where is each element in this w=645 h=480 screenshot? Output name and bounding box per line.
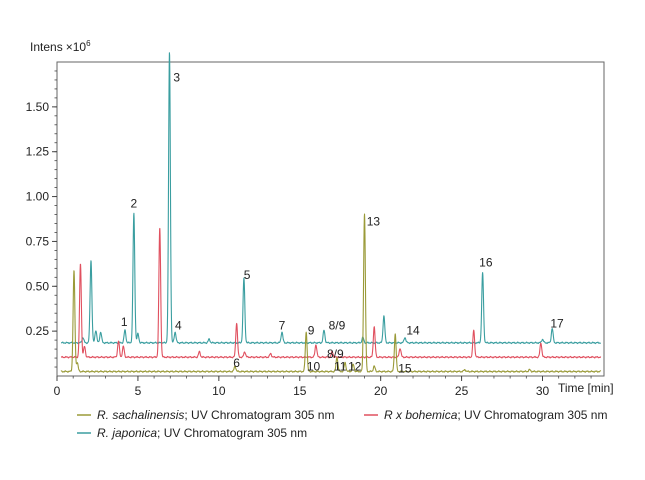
x-axis-title: Time [min] xyxy=(558,381,614,395)
y-tick-label: 1.25 xyxy=(26,145,50,159)
y-tick-label: 0.50 xyxy=(26,279,50,293)
peak-label: 3 xyxy=(173,71,180,85)
y-tick-label: 1.50 xyxy=(26,100,50,114)
peak-label: 15 xyxy=(398,361,412,375)
legend-series-name: R. sachalinensis xyxy=(97,408,184,422)
x-tick-label: 0 xyxy=(54,384,61,398)
peak-label: 11 xyxy=(334,360,347,374)
legend-series-desc: ; UV Chromatogram 305 nm xyxy=(184,408,334,422)
x-tick-label: 15 xyxy=(293,384,307,398)
peak-label: 1 xyxy=(121,315,128,329)
peak-label: 5 xyxy=(244,268,251,282)
plot-border xyxy=(56,61,605,377)
peak-label: 8/9 xyxy=(327,347,344,361)
legend-entry-2: R x bohemica; UV Chromatogram 305 nm xyxy=(384,408,607,422)
peak-label: 4 xyxy=(175,318,182,332)
y-axis-title-exp: ×10 xyxy=(66,40,87,54)
peak-label: 2 xyxy=(131,196,138,210)
peak-label: 13 xyxy=(367,214,381,228)
chromatogram-traces xyxy=(60,52,602,373)
legend-series-name: R x bohemica xyxy=(384,408,458,422)
x-tick-label: 5 xyxy=(135,384,142,398)
peak-label: 10 xyxy=(307,360,321,374)
legend-entry-3: R. sachalinensis; UV Chromatogram 305 nm xyxy=(97,408,334,422)
x-tick-label: 10 xyxy=(212,384,226,398)
trace-line-1 xyxy=(60,52,602,345)
legend-series-name: R. japonica xyxy=(97,426,157,440)
axes: 0 5 10 15 20 25 300.250.500.751.001.251.50Inte… xyxy=(26,39,614,398)
peak-label: 17 xyxy=(550,317,564,331)
peak-label: 9 xyxy=(308,324,315,338)
peak-label: 8/9 xyxy=(329,318,346,332)
peak-label: 6 xyxy=(233,356,240,370)
plot-frame xyxy=(56,61,605,377)
legend-series-desc: ; UV Chromatogram 305 nm xyxy=(157,426,307,440)
y-tick-label: 0.25 xyxy=(26,324,50,338)
y-axis-title-main: Intens xyxy=(30,40,63,54)
peak-label: 12 xyxy=(348,360,362,374)
x-tick-label: 30 xyxy=(536,384,550,398)
legend-series-desc: ; UV Chromatogram 305 nm xyxy=(457,408,607,422)
trace-line-2 xyxy=(60,227,602,359)
legend-entry-1: R. japonica; UV Chromatogram 305 nm xyxy=(97,426,307,440)
trace-line-3 xyxy=(60,213,602,373)
y-axis-title: Intens ×106 xyxy=(30,39,91,54)
x-tick-label: 20 xyxy=(374,384,388,398)
y-axis-title-sup: 6 xyxy=(86,39,91,48)
peak-label: 14 xyxy=(406,324,420,338)
x-tick-label: 25 xyxy=(455,384,469,398)
y-tick-label: 1.00 xyxy=(26,190,50,204)
peak-label: 16 xyxy=(479,256,493,270)
peak-label: 7 xyxy=(279,318,286,332)
y-tick-label: 0.75 xyxy=(26,234,50,248)
legend: R. sachalinensis; UV Chromatogram 305 nm… xyxy=(77,408,607,440)
